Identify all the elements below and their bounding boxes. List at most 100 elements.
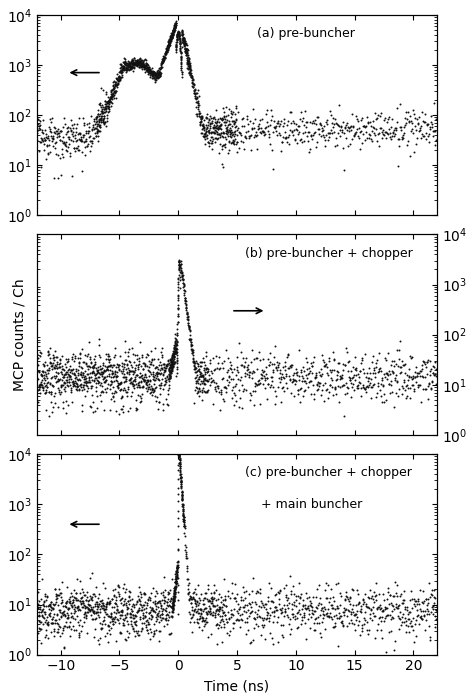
Point bbox=[49, 364, 56, 375]
Point bbox=[165, 364, 173, 375]
Point bbox=[316, 118, 323, 129]
Point bbox=[118, 400, 126, 412]
Point bbox=[62, 368, 69, 379]
Point bbox=[78, 584, 85, 595]
Point bbox=[170, 600, 177, 611]
Point bbox=[170, 592, 178, 603]
Point bbox=[127, 609, 134, 620]
Point bbox=[163, 614, 170, 625]
Point bbox=[218, 357, 226, 368]
Point bbox=[134, 605, 142, 616]
Point bbox=[141, 61, 148, 72]
Point bbox=[316, 370, 324, 381]
Point bbox=[227, 356, 234, 368]
Point bbox=[64, 622, 71, 633]
Point bbox=[165, 39, 173, 50]
Point bbox=[357, 358, 365, 369]
Point bbox=[305, 146, 312, 158]
Point bbox=[339, 142, 347, 153]
Point bbox=[85, 599, 92, 610]
Point bbox=[168, 32, 176, 43]
Point bbox=[43, 371, 50, 382]
Point bbox=[55, 589, 62, 600]
Point bbox=[289, 580, 297, 592]
Point bbox=[89, 120, 97, 131]
Point bbox=[183, 48, 191, 59]
Point bbox=[403, 113, 411, 125]
Point bbox=[270, 597, 277, 608]
Point bbox=[69, 367, 76, 378]
Point bbox=[176, 455, 183, 466]
Point bbox=[111, 78, 119, 89]
Point bbox=[64, 145, 71, 156]
Point bbox=[216, 603, 224, 615]
Point bbox=[168, 30, 175, 41]
Point bbox=[238, 379, 246, 391]
Point bbox=[202, 363, 210, 374]
Point bbox=[183, 307, 191, 318]
Point bbox=[324, 127, 332, 139]
Point bbox=[100, 602, 107, 613]
Point bbox=[71, 606, 79, 617]
Point bbox=[386, 127, 393, 139]
Point bbox=[389, 601, 396, 612]
Point bbox=[194, 377, 201, 388]
Point bbox=[99, 106, 106, 117]
Point bbox=[170, 596, 178, 607]
Point bbox=[175, 448, 183, 459]
Point bbox=[331, 383, 339, 394]
Point bbox=[184, 45, 191, 56]
Point bbox=[127, 372, 135, 384]
Point bbox=[224, 126, 232, 137]
Point bbox=[155, 601, 162, 612]
Point bbox=[123, 64, 131, 75]
Point bbox=[186, 68, 193, 79]
Point bbox=[129, 379, 137, 390]
Point bbox=[189, 80, 196, 92]
Point bbox=[201, 615, 209, 626]
Point bbox=[203, 594, 210, 605]
Point bbox=[166, 36, 173, 48]
Point bbox=[324, 580, 332, 591]
Point bbox=[172, 577, 180, 588]
Point bbox=[257, 122, 264, 134]
Point bbox=[76, 368, 83, 379]
Point bbox=[125, 64, 132, 76]
Point bbox=[224, 616, 231, 627]
Point bbox=[167, 34, 174, 45]
Point bbox=[66, 597, 73, 608]
Point bbox=[139, 60, 147, 71]
Point bbox=[252, 385, 259, 396]
Point bbox=[52, 370, 59, 382]
Point bbox=[174, 27, 182, 38]
Point bbox=[60, 402, 67, 413]
Point bbox=[110, 359, 118, 370]
Point bbox=[201, 128, 209, 139]
Point bbox=[102, 348, 110, 359]
Point bbox=[169, 594, 177, 605]
Point bbox=[170, 591, 177, 602]
Point bbox=[332, 132, 339, 144]
Point bbox=[119, 61, 127, 72]
Point bbox=[348, 108, 356, 120]
Point bbox=[60, 377, 67, 388]
Point bbox=[258, 369, 266, 380]
Point bbox=[154, 610, 162, 622]
Point bbox=[176, 43, 184, 55]
Point bbox=[344, 610, 351, 622]
Point bbox=[140, 358, 147, 369]
Point bbox=[61, 608, 68, 620]
Point bbox=[98, 117, 105, 128]
Point bbox=[73, 592, 80, 603]
Point bbox=[283, 600, 291, 611]
Point bbox=[182, 46, 190, 57]
Point bbox=[113, 73, 120, 84]
Point bbox=[169, 350, 177, 361]
Point bbox=[186, 63, 193, 74]
Point bbox=[146, 61, 153, 72]
Point bbox=[408, 594, 416, 605]
Point bbox=[369, 121, 377, 132]
Point bbox=[173, 34, 181, 46]
Point bbox=[219, 636, 226, 648]
Point bbox=[173, 29, 181, 40]
